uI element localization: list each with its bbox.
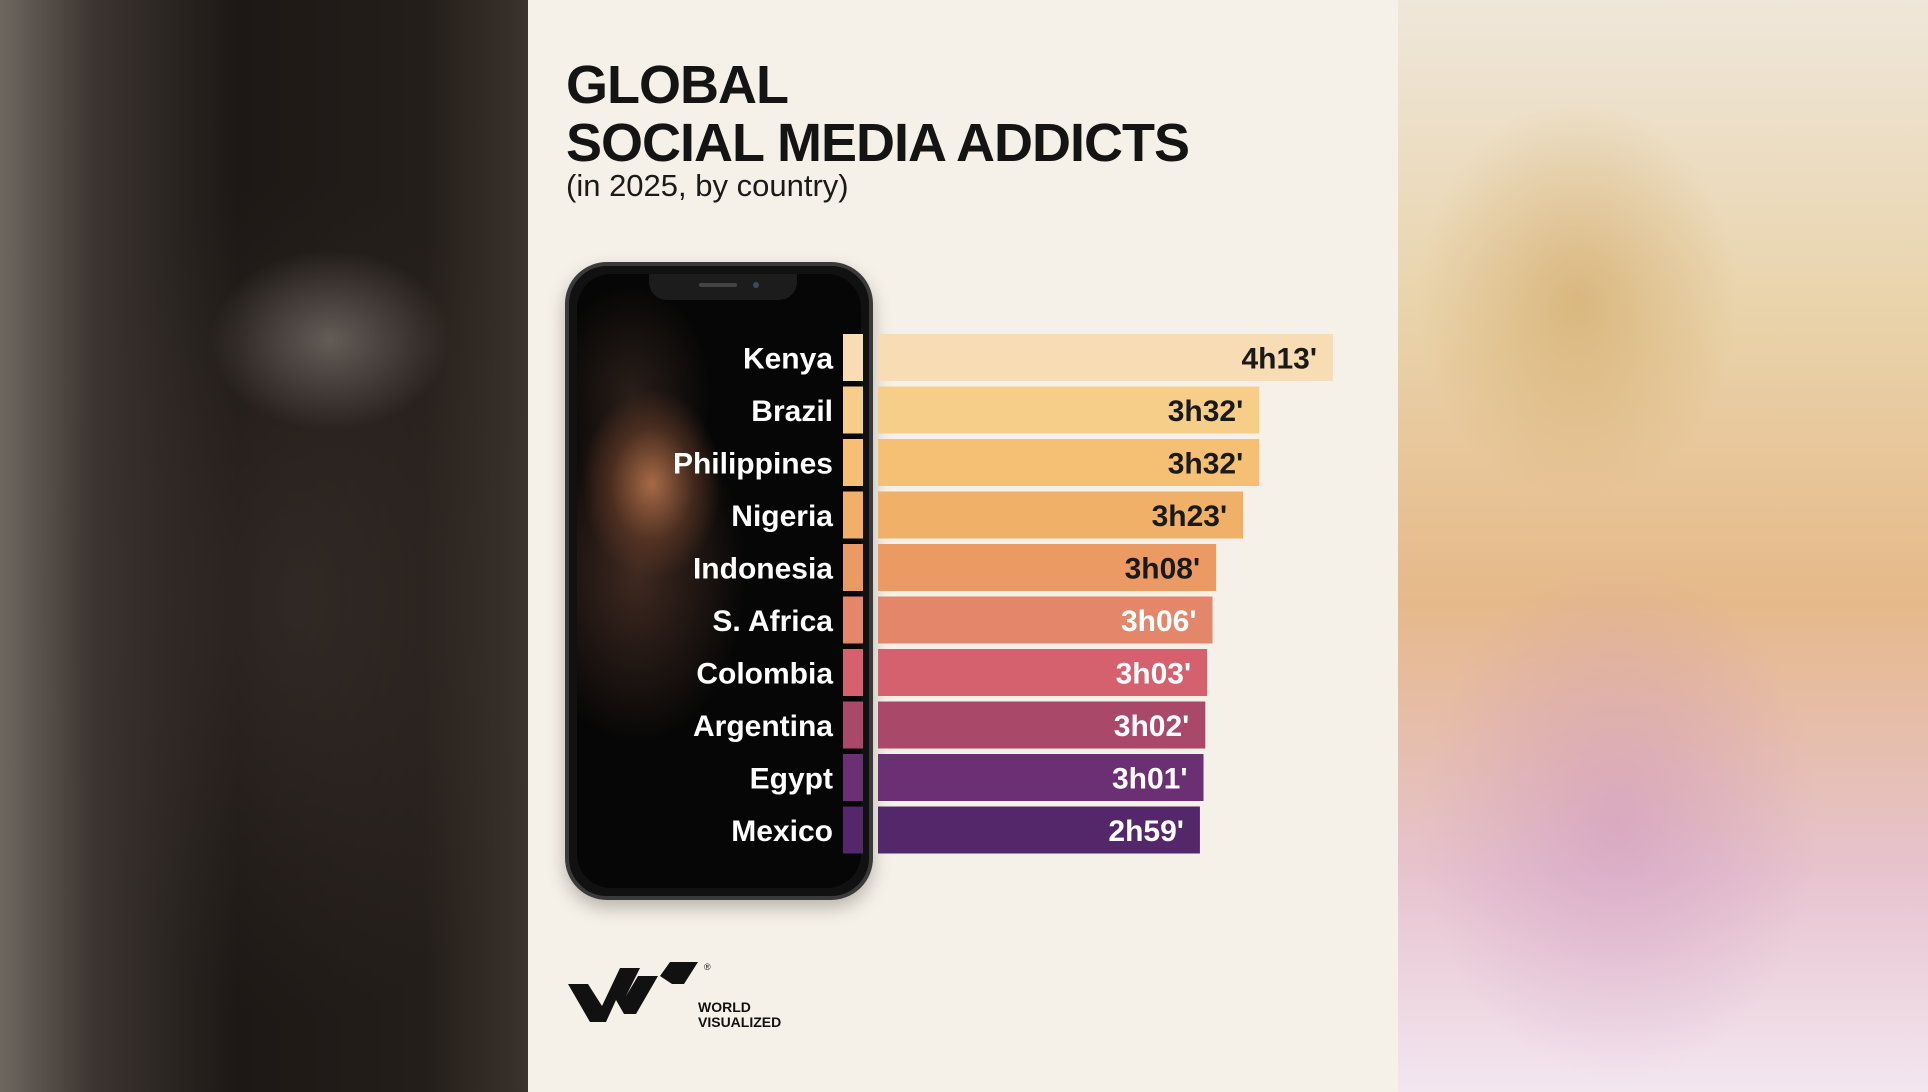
bar-nigeria: [878, 491, 1244, 539]
blurred-background-left: [0, 0, 528, 1092]
phone-speaker: [699, 283, 737, 287]
category-label: Brazil: [751, 395, 833, 428]
category-label: Philippines: [673, 448, 833, 481]
bar-colombia: [878, 649, 1208, 696]
category-label: Indonesia: [693, 553, 833, 586]
data-label: 2h59': [1108, 815, 1184, 848]
bar-philippines: [878, 439, 1260, 486]
bar-swatch-indonesia: [843, 544, 863, 591]
category-label: Nigeria: [731, 500, 833, 533]
bar-swatch-argentina: [843, 701, 863, 749]
chart-subtitle: (in 2025, by country): [566, 168, 849, 203]
bar-s-africa: [878, 596, 1213, 644]
bar-kenya: [878, 334, 1333, 381]
category-label: Argentina: [693, 710, 833, 743]
data-label: 4h13': [1241, 343, 1317, 376]
bar-brazil: [878, 386, 1260, 434]
bar-chart: Kenya 4h13' Brazil 3h32' Philippines 3h32' Nig…: [528, 0, 1398, 1092]
logo-registered-mark: ®: [704, 962, 711, 972]
phone-screen-photo: [577, 274, 861, 888]
category-label: Colombia: [696, 658, 833, 691]
data-label: 3h23': [1152, 500, 1228, 533]
phone-notch: [649, 274, 797, 300]
blurred-background-right: [1398, 0, 1928, 1092]
phone-camera: [753, 282, 759, 288]
phone-illustration: [565, 262, 873, 900]
category-label: Kenya: [743, 343, 833, 376]
bar-swatch-colombia: [843, 649, 863, 696]
title-line-1: GLOBAL: [566, 55, 789, 115]
data-label: 3h03': [1116, 658, 1192, 691]
logo-text: WORLD VISUALIZED: [698, 1000, 781, 1030]
chart-title: GLOBAL SOCIAL MEDIA ADDICTS: [566, 55, 1190, 173]
data-label: 3h08': [1125, 553, 1201, 586]
logo-mark-icon: [568, 962, 698, 1022]
bar-swatch-s-africa: [843, 596, 863, 644]
category-label: S. Africa: [712, 605, 833, 638]
logo-text-line-2: VISUALIZED: [698, 1014, 782, 1030]
infographic-card: GLOBAL SOCIAL MEDIA ADDICTS (in 2025, by…: [528, 0, 1398, 1092]
data-label: 3h06': [1121, 605, 1197, 638]
world-visualized-logo: ® WORLD VISUALIZED: [568, 962, 808, 1042]
bar-swatch-kenya: [843, 334, 863, 381]
bar-swatch-philippines: [843, 439, 863, 486]
category-label: Mexico: [731, 815, 833, 848]
bar-swatch-mexico: [843, 806, 863, 854]
data-label: 3h32': [1168, 448, 1244, 481]
bar-swatch-brazil: [843, 386, 863, 434]
data-label: 3h02': [1114, 710, 1190, 743]
data-label: 3h32': [1168, 395, 1244, 428]
bar-egypt: [878, 754, 1204, 801]
bar-swatch-nigeria: [843, 491, 863, 539]
bar-indonesia: [878, 544, 1217, 591]
bar-mexico: [878, 806, 1200, 854]
data-label: 3h01': [1112, 763, 1188, 796]
bar-argentina: [878, 701, 1206, 749]
logo-text-line-1: WORLD: [698, 999, 751, 1015]
category-label: Egypt: [750, 763, 833, 796]
bar-swatch-egypt: [843, 754, 863, 801]
title-line-2: SOCIAL MEDIA ADDICTS: [566, 113, 1190, 173]
bar-chart-svg: Kenya 4h13' Brazil 3h32' Philippines 3h32' Nig…: [673, 334, 1333, 854]
